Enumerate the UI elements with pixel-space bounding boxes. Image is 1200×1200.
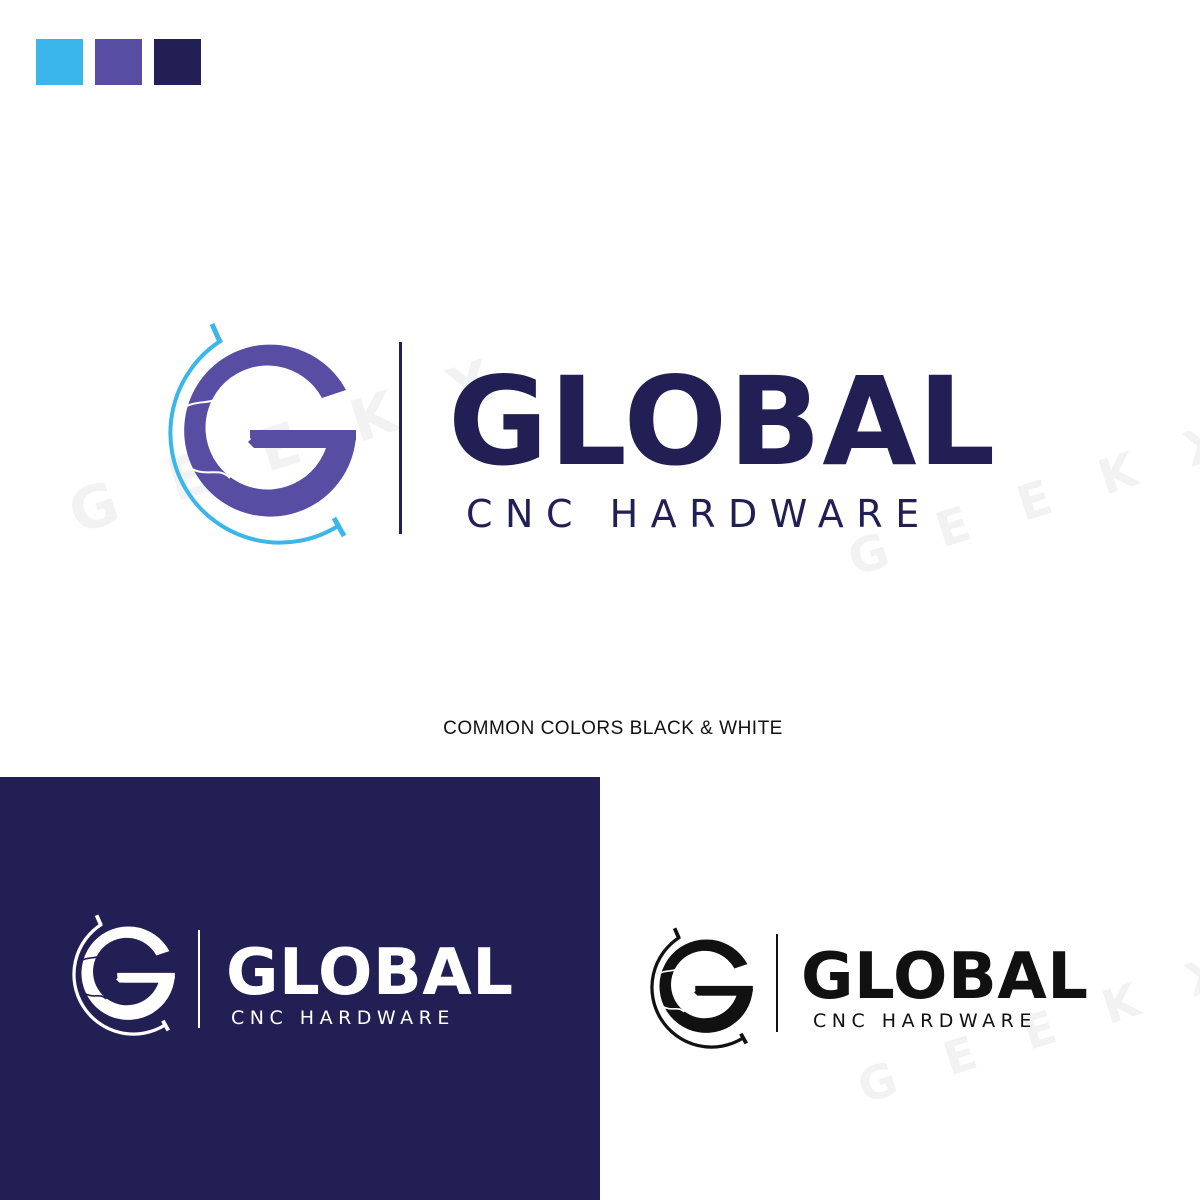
color-swatch-purple — [95, 39, 142, 85]
logo-subtitle-black: CNC HARDWARE — [813, 1010, 1037, 1032]
logo-title-white: GLOBAL — [226, 936, 514, 1010]
color-swatch-light-blue — [36, 39, 83, 85]
logo-subtitle: CNC HARDWARE — [466, 492, 932, 536]
dark-background-panel — [0, 777, 600, 1200]
logo-divider — [399, 342, 402, 534]
colors-caption: COMMON COLORS BLACK & WHITE — [443, 718, 783, 739]
logo-title: GLOBAL — [448, 351, 997, 493]
logo-title-black: GLOBAL — [801, 940, 1089, 1014]
logo-divider-black — [776, 934, 778, 1032]
color-swatch-navy — [154, 39, 201, 85]
global-g-mark-color — [168, 318, 368, 548]
global-g-mark-black — [650, 925, 760, 1050]
logo-subtitle-white: CNC HARDWARE — [231, 1007, 455, 1029]
logo-divider-white — [198, 930, 200, 1028]
global-g-mark-white — [72, 912, 182, 1037]
